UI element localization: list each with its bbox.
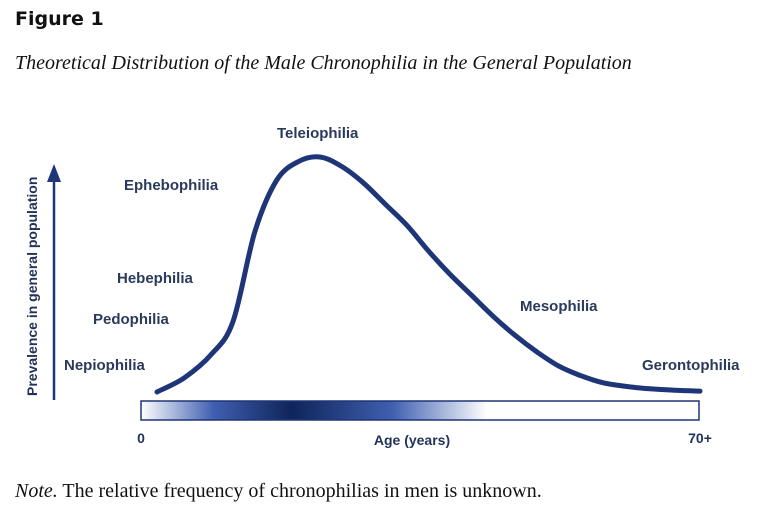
figure-label: Figure 1 <box>15 8 104 30</box>
figure-title: Theoretical Distribution of the Male Chr… <box>15 52 632 74</box>
label-hebephilia: Hebephilia <box>117 270 194 287</box>
label-pedophilia: Pedophilia <box>93 311 170 328</box>
label-mesophilia: Mesophilia <box>520 298 598 315</box>
x-tick-0: 0 <box>137 430 145 446</box>
label-teleiophilia: Teleiophilia <box>277 125 359 142</box>
y-axis-arrowhead <box>47 164 61 182</box>
age-gradient-bar <box>140 400 700 421</box>
figure-note: Note. The relative frequency of chronoph… <box>15 480 542 503</box>
note-prefix: Note. <box>15 480 58 502</box>
note-text: The relative frequency of chronophilias … <box>57 480 542 502</box>
x-tick-70: 70+ <box>688 430 712 446</box>
y-axis-label: Prevalence in general population <box>24 177 40 396</box>
x-axis-label: Age (years) <box>374 432 450 448</box>
label-ephebophilia: Ephebophilia <box>124 177 219 194</box>
label-gerontophilia: Gerontophilia <box>642 357 740 374</box>
distribution-curve <box>154 154 703 395</box>
label-nepiophilia: Nepiophilia <box>64 357 145 374</box>
